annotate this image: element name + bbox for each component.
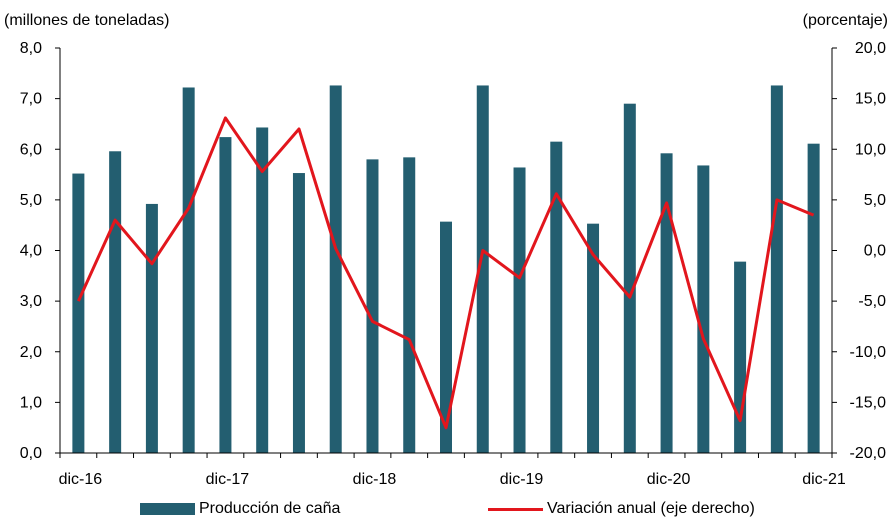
right-tick-label: 0,0 [864, 243, 886, 260]
legend-bar-swatch [140, 503, 195, 515]
left-axis-title: (millones de toneladas) [4, 12, 169, 29]
bar [807, 143, 820, 453]
right-tick-label: -15,0 [850, 394, 887, 411]
bar [366, 159, 379, 453]
series-line [77, 116, 815, 430]
x-tick-label: dic-18 [353, 471, 397, 488]
legend-bar-label: Producción de caña [199, 500, 341, 517]
left-tick-label: 6,0 [20, 141, 42, 158]
left-tick-label: 3,0 [20, 293, 42, 310]
legend-item-production: Producción de caña [140, 498, 340, 520]
right-tick-label: -20,0 [850, 445, 887, 462]
right-tick-label: -5,0 [858, 293, 886, 310]
x-tick-label: dic-16 [59, 471, 103, 488]
x-tick-label: dic-20 [647, 471, 691, 488]
x-tick-label: dic-21 [802, 471, 846, 488]
left-tick-label: 7,0 [20, 91, 42, 108]
bar [256, 127, 269, 453]
legend-item-variation: Variación anual (eje derecho) [488, 498, 755, 520]
axes: 8,0 7,0 6,0 5,0 4,0 3,0 2,0 1,0 0,0 20,0 15,0 10,0 5… [20, 40, 886, 488]
plot-area [72, 85, 820, 454]
right-axis-title: (porcentaje) [803, 12, 888, 29]
bar [770, 85, 783, 454]
right-tick-label: 15,0 [855, 91, 886, 108]
bar [72, 173, 85, 454]
left-tick-label: 2,0 [20, 344, 42, 361]
bar [403, 157, 416, 453]
bar [145, 203, 158, 453]
right-tick-label: -10,0 [850, 344, 887, 361]
right-tick-label: 10,0 [855, 141, 886, 158]
bar [219, 137, 232, 453]
left-tick-label: 8,0 [20, 40, 42, 57]
left-tick-label: 4,0 [20, 243, 42, 260]
bar [734, 261, 747, 453]
bar [587, 223, 600, 453]
bar [623, 103, 636, 453]
legend-line-swatch [488, 507, 543, 511]
bar [660, 153, 673, 454]
bar [329, 85, 342, 454]
bar [182, 87, 195, 454]
x-tick-label: dic-19 [500, 471, 544, 488]
x-tick-label: dic-17 [206, 471, 250, 488]
legend-line-label: Variación anual (eje derecho) [547, 500, 755, 517]
bar [550, 141, 563, 453]
bar [109, 151, 122, 453]
left-tick-label: 5,0 [20, 192, 42, 209]
bar [476, 85, 489, 454]
right-tick-label: 20,0 [855, 40, 886, 57]
left-tick-label: 1,0 [20, 394, 42, 411]
bar [513, 167, 526, 453]
left-tick-label: 0,0 [20, 445, 42, 462]
bar [292, 173, 305, 453]
bar [697, 165, 710, 453]
bar [440, 221, 452, 453]
right-tick-label: 5,0 [864, 192, 886, 209]
